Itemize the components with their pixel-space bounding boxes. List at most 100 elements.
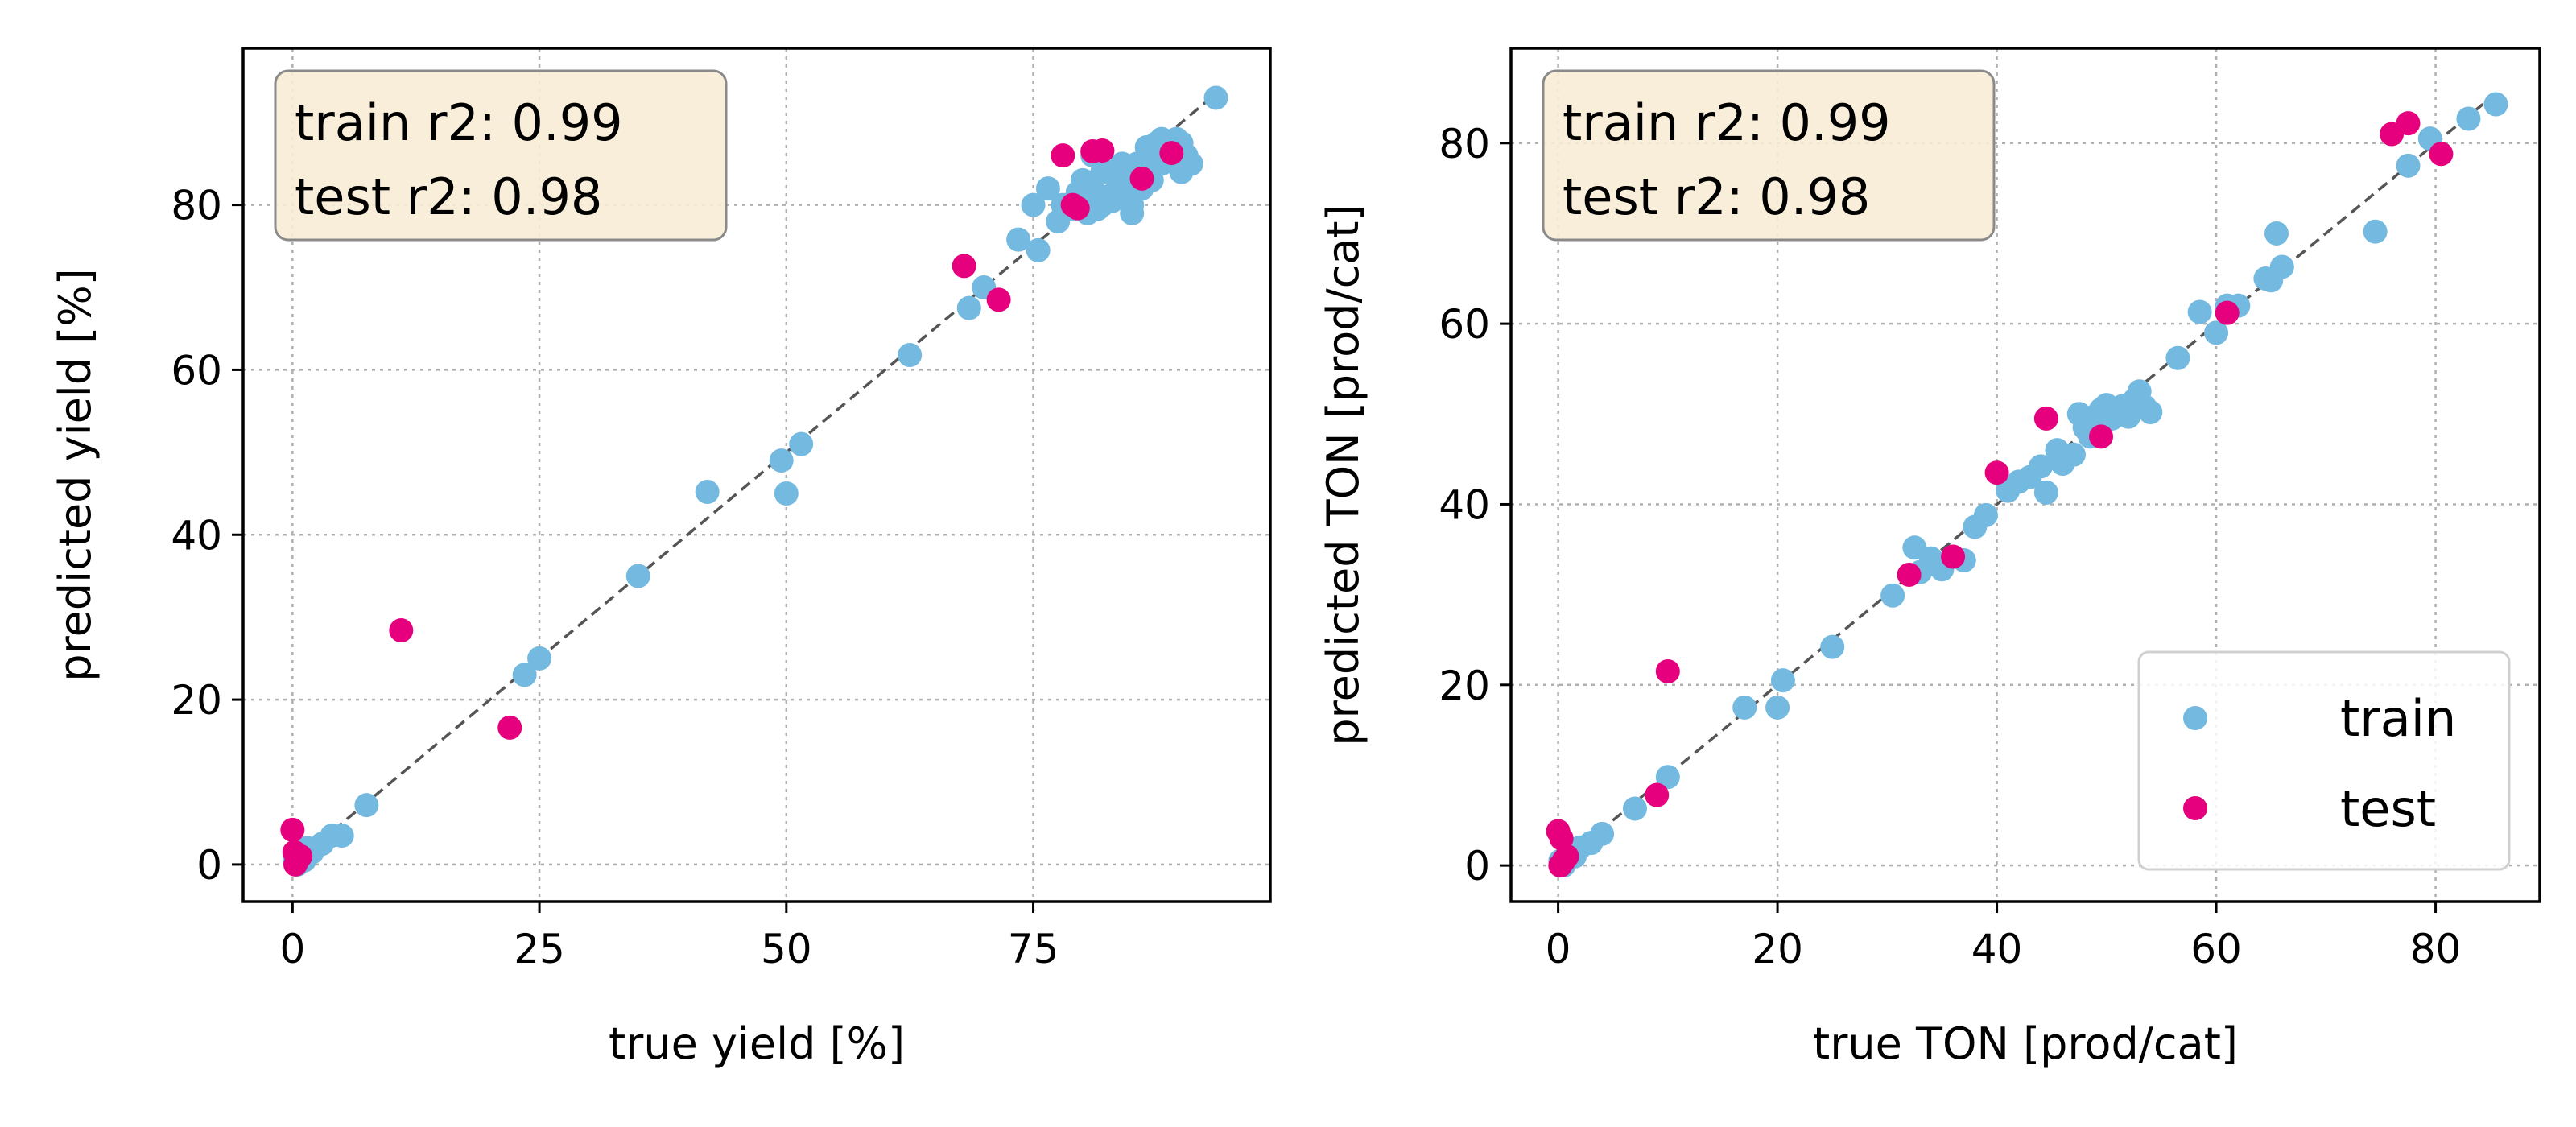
train-point — [527, 646, 552, 671]
train-point — [2029, 454, 2054, 479]
train-point — [512, 663, 537, 687]
y-tick-label: 60 — [1439, 301, 1490, 348]
r2-annotation-box — [274, 69, 728, 242]
test-point — [2396, 111, 2421, 136]
test-point — [1090, 138, 1115, 163]
ton-parity-plot: 0 20 40 60 80 0 20 40 60 80 true TON [prod/cat] pre… — [1318, 47, 2541, 1069]
train-point — [2187, 299, 2212, 324]
test-point — [2089, 424, 2114, 449]
test-point — [1554, 844, 1579, 869]
train-point — [769, 448, 794, 473]
test-point — [1984, 460, 2009, 485]
train-point — [2138, 400, 2163, 425]
test-point — [2033, 406, 2058, 431]
train-point — [1973, 502, 1998, 527]
y-tick-label: 80 — [1439, 121, 1490, 167]
train-point — [1026, 237, 1051, 262]
train-point — [1021, 192, 1046, 217]
test-point — [280, 817, 305, 842]
r2-annotation-line: test r2: 0.98 — [295, 167, 602, 226]
train-point — [898, 342, 923, 367]
y-tick-label: 0 — [196, 842, 222, 889]
train-point — [1770, 668, 1795, 693]
train-point — [625, 564, 650, 588]
test-point — [497, 715, 522, 740]
test-point — [1051, 143, 1075, 168]
legend-marker-test — [2183, 796, 2207, 820]
train-point — [1035, 176, 1060, 201]
yield-parity-plot: 0 25 50 75 0 20 40 60 80 true yield [%] predicted … — [50, 47, 1272, 1069]
y-tick-label: 20 — [1439, 663, 1490, 709]
train-point — [2269, 254, 2294, 279]
r2-annotation-box — [1542, 69, 1996, 242]
x-axis-label: true yield [%] — [609, 1018, 905, 1069]
test-point — [1897, 562, 1922, 587]
train-point — [956, 295, 981, 320]
train-point — [2456, 106, 2481, 131]
test-point — [2215, 300, 2240, 325]
x-tick-label: 75 — [1008, 926, 1059, 972]
r2-annotation-line: train r2: 0.99 — [1563, 93, 1891, 152]
train-point — [1006, 227, 1031, 252]
y-tick-label: 20 — [171, 677, 222, 724]
test-point — [952, 254, 976, 279]
train-point — [789, 431, 814, 456]
y-axis-label: predicted TON [prod/cat] — [1318, 204, 1368, 745]
y-tick-label: 40 — [171, 512, 222, 559]
train-point — [774, 481, 799, 506]
x-tick-label: 40 — [1971, 926, 2023, 972]
train-point — [2033, 480, 2058, 505]
train-point — [1622, 796, 1647, 821]
x-tick-label: 50 — [761, 926, 812, 972]
y-tick-label: 80 — [171, 183, 222, 229]
train-point — [695, 479, 720, 504]
y-axis-label: predicted yield [%] — [50, 268, 101, 681]
r2-annotation-line: test r2: 0.98 — [1563, 167, 1870, 226]
train-point — [329, 824, 354, 848]
train-point — [2483, 92, 2508, 117]
plot-frame — [242, 47, 1272, 903]
x-tick-label: 80 — [2410, 926, 2462, 972]
x-tick-label: 60 — [2190, 926, 2242, 972]
train-point — [1820, 634, 1845, 659]
test-point — [986, 287, 1011, 312]
test-point — [1129, 166, 1154, 191]
r2-annotation-line: train r2: 0.99 — [295, 93, 623, 152]
test-point — [389, 618, 414, 643]
train-point — [2363, 219, 2388, 244]
x-tick-label: 0 — [1546, 926, 1571, 972]
train-point — [2165, 345, 2190, 370]
legend-marker-train — [2183, 706, 2207, 730]
test-point — [1941, 544, 1966, 569]
test-point — [288, 844, 313, 869]
test-point — [1159, 141, 1184, 166]
legend-box — [2137, 650, 2511, 871]
legend-label-train: train — [2340, 689, 2456, 748]
train-point — [2061, 442, 2086, 467]
x-tick-label: 20 — [1752, 926, 1803, 972]
test-point — [1655, 658, 1680, 683]
y-tick-label: 60 — [171, 347, 222, 394]
train-point — [1179, 151, 1203, 176]
train-point — [1655, 765, 1680, 790]
legend-label-test: test — [2340, 779, 2436, 838]
x-tick-label: 25 — [514, 926, 565, 972]
train-point — [2264, 221, 2289, 246]
test-point — [2429, 142, 2454, 167]
train-point — [1765, 695, 1790, 720]
train-point — [1880, 583, 1905, 608]
plot-frame — [1509, 47, 2541, 903]
y-tick-label: 40 — [1439, 481, 1490, 528]
train-point — [2204, 320, 2229, 345]
y-tick-label: 0 — [1464, 843, 1490, 890]
test-point — [1645, 782, 1670, 807]
train-point — [354, 793, 379, 818]
train-point — [1732, 695, 1757, 720]
train-point — [1203, 85, 1228, 110]
x-tick-label: 0 — [279, 926, 305, 972]
x-axis-label: true TON [prod/cat] — [1813, 1018, 2238, 1069]
train-point — [2396, 153, 2421, 178]
train-point — [1590, 821, 1615, 846]
test-point — [1065, 196, 1090, 221]
